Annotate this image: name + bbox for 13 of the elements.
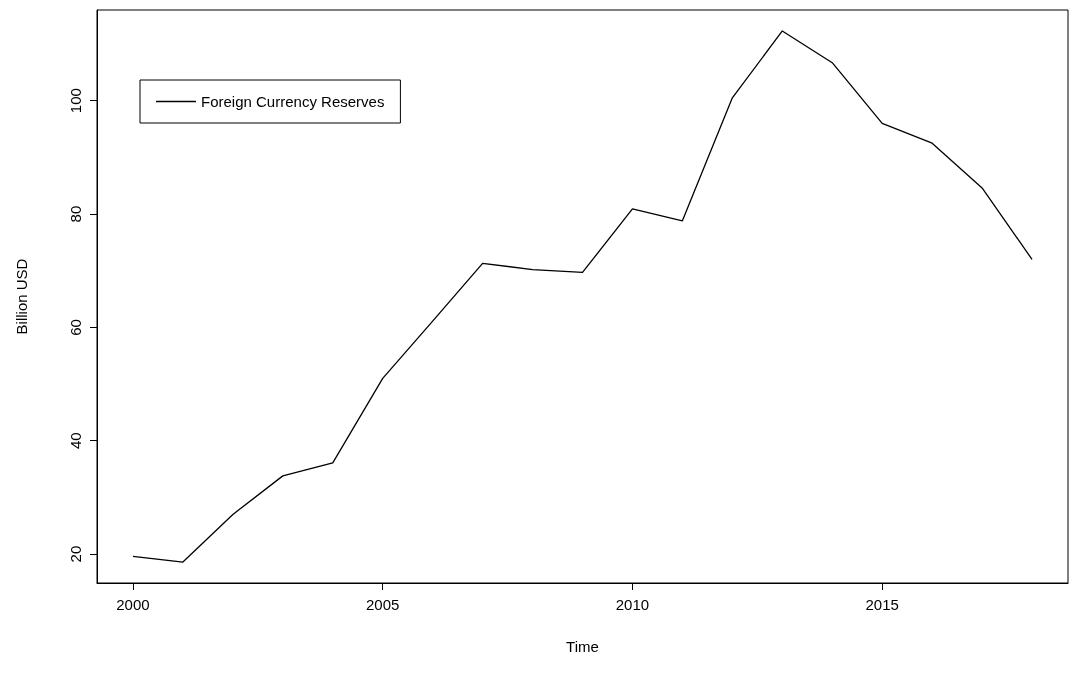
y-tick-label: 100	[67, 88, 84, 114]
y-tick-label: 80	[67, 205, 84, 223]
y-tick-label: 60	[67, 319, 84, 336]
x-axis-title: Time	[566, 638, 599, 655]
x-tick-label: 2005	[366, 596, 400, 613]
legend-label: Foreign Currency Reserves	[201, 93, 385, 110]
x-tick-label: 2015	[865, 596, 899, 613]
y-tick-label: 40	[67, 432, 84, 450]
y-tick-label: 20	[67, 545, 84, 563]
line-series	[132, 30, 1033, 563]
y-axis-title: Billion USD	[13, 258, 30, 335]
x-tick-label: 2010	[615, 596, 650, 613]
x-tick-label: 2000	[116, 596, 150, 613]
